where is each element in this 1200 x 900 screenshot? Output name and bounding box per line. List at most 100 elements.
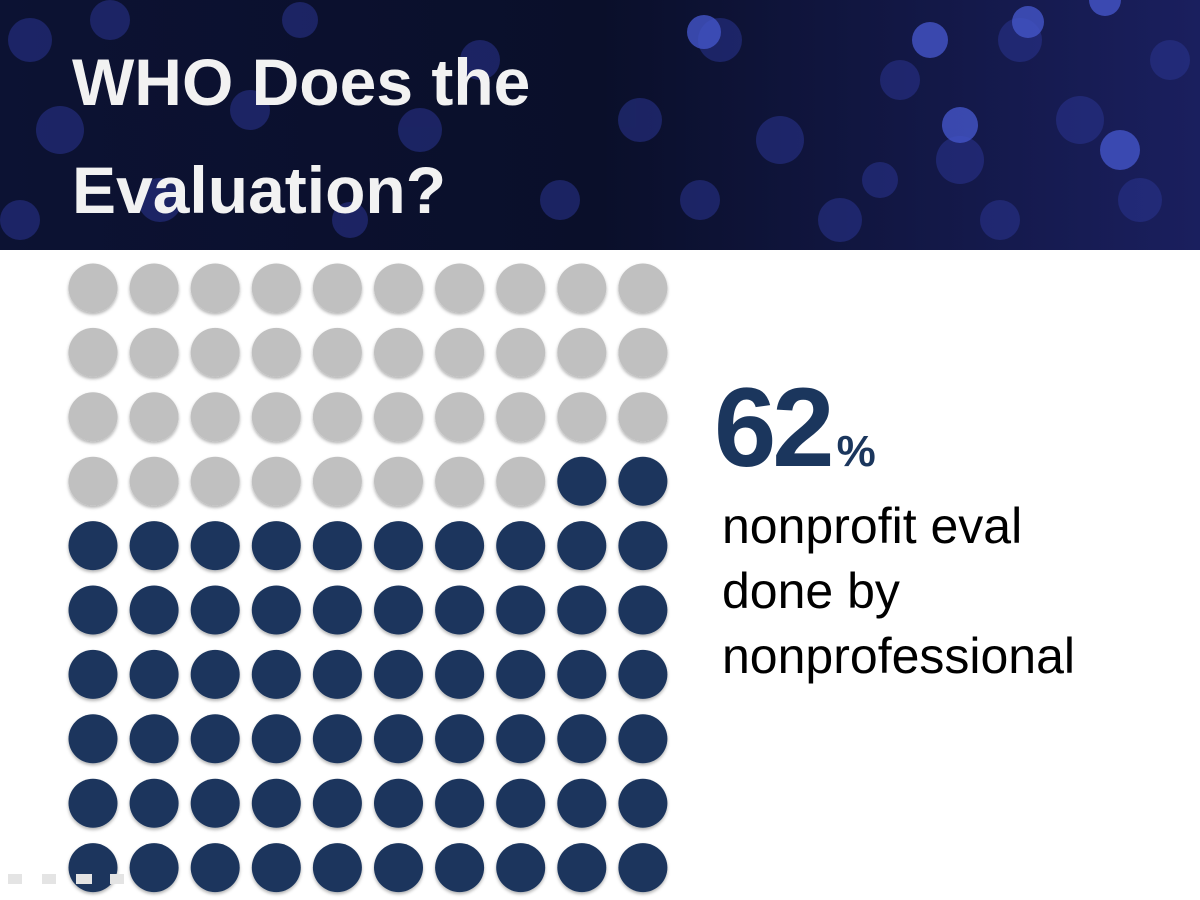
filled-dot	[496, 521, 546, 571]
filled-dot	[618, 521, 668, 571]
caption: nonprofit eval done by nonprofessional	[722, 498, 1075, 684]
filled-dot	[251, 585, 301, 635]
value-number: 62	[714, 365, 831, 490]
filled-dot	[312, 521, 362, 571]
filled-dot	[496, 778, 546, 828]
empty-dot	[435, 327, 485, 377]
empty-dot	[435, 392, 485, 442]
filled-dot	[251, 778, 301, 828]
empty-dot	[374, 263, 423, 313]
filled-dot	[557, 649, 607, 699]
empty-dot	[557, 327, 607, 377]
empty-dot	[618, 263, 668, 313]
empty-dot	[129, 327, 179, 377]
filled-dot	[496, 585, 546, 635]
empty-dot	[251, 327, 301, 377]
filled-dot	[129, 649, 179, 699]
filled-dot	[312, 778, 362, 828]
empty-dot	[251, 263, 301, 313]
empty-dot	[557, 392, 607, 442]
filled-dot	[618, 649, 668, 699]
empty-dot	[312, 327, 362, 377]
waffle	[68, 263, 668, 893]
filled-dot	[129, 714, 179, 764]
caption-line: nonprofit eval	[722, 498, 1022, 554]
filled-dot	[374, 778, 423, 828]
empty-dot	[190, 327, 240, 377]
empty-dot	[129, 392, 179, 442]
empty-dot	[312, 392, 362, 442]
filled-dot	[374, 714, 423, 764]
filled-dot	[435, 521, 485, 571]
empty-dot	[435, 263, 485, 313]
empty-dot	[312, 263, 362, 313]
title-box: WHO Does the Evaluation?	[72, 45, 531, 227]
filled-dot	[557, 585, 607, 635]
filled-dot	[312, 585, 362, 635]
filled-dot	[374, 585, 423, 635]
empty-dot	[251, 456, 301, 506]
empty-dot	[496, 456, 546, 506]
filled-dot	[557, 778, 607, 828]
empty-dot	[312, 456, 362, 506]
filled-dot	[190, 585, 240, 635]
empty-dot	[374, 456, 423, 506]
empty-dot	[618, 327, 668, 377]
filled-dot	[251, 649, 301, 699]
filled-dot	[190, 843, 240, 893]
empty-dot	[374, 392, 423, 442]
filled-dot	[496, 714, 546, 764]
filled-dot	[435, 714, 485, 764]
filled-dot	[618, 714, 668, 764]
empty-dot	[68, 392, 118, 442]
next-button[interactable]	[110, 874, 124, 884]
filled-dot	[374, 521, 423, 571]
prev-button[interactable]	[8, 874, 22, 884]
empty-dot	[190, 263, 240, 313]
value-label: 62%	[714, 365, 876, 490]
bokeh-dots	[0, 0, 1190, 242]
slide-controls	[8, 874, 124, 884]
caption-line: done by	[722, 563, 900, 619]
empty-dot	[68, 327, 118, 377]
filled-dot	[190, 714, 240, 764]
filled-dot	[312, 649, 362, 699]
filled-dot	[129, 843, 179, 893]
filled-dot	[618, 456, 668, 506]
empty-dot	[374, 327, 423, 377]
header-band: WHO Does the Evaluation?	[0, 0, 1200, 250]
empty-dot	[68, 456, 118, 506]
filled-dot	[68, 778, 118, 828]
menu-button[interactable]	[76, 874, 92, 884]
filled-dot	[618, 585, 668, 635]
filled-dot	[496, 843, 546, 893]
filled-dot	[190, 778, 240, 828]
filled-dot	[618, 843, 668, 893]
filled-dot	[251, 714, 301, 764]
chart-title: WHO Does the Evaluation?	[72, 45, 531, 227]
filled-dot	[129, 521, 179, 571]
filled-dot	[129, 778, 179, 828]
filled-dot	[435, 843, 485, 893]
empty-dot	[251, 392, 301, 442]
filled-dot	[68, 585, 118, 635]
filled-dot	[374, 843, 423, 893]
pen-button[interactable]	[42, 874, 56, 884]
filled-dot	[374, 649, 423, 699]
filled-dot	[496, 649, 546, 699]
empty-dot	[129, 263, 179, 313]
bright-dots	[687, 0, 1140, 170]
filled-dot	[312, 714, 362, 764]
filled-dot	[557, 456, 607, 506]
value-unit: %	[837, 427, 876, 476]
filled-dot	[251, 521, 301, 571]
empty-dot	[618, 392, 668, 442]
filled-dot	[68, 521, 118, 571]
filled-dot	[557, 521, 607, 571]
filled-dot	[557, 843, 607, 893]
filled-dot	[557, 714, 607, 764]
empty-dot	[496, 327, 546, 377]
empty-dot	[557, 263, 607, 313]
